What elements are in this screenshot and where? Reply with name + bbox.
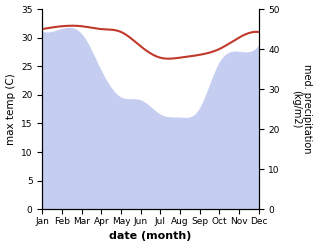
- Y-axis label: med. precipitation
(kg/m2): med. precipitation (kg/m2): [291, 64, 313, 154]
- X-axis label: date (month): date (month): [109, 231, 192, 242]
- Y-axis label: max temp (C): max temp (C): [5, 73, 16, 145]
